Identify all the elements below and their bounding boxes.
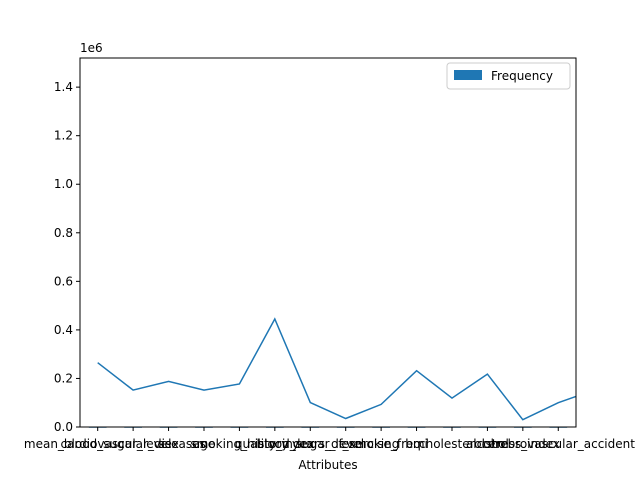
x-axis: mean_blood_sugar_levelcardiovascular_dis… <box>24 427 635 451</box>
y-tick-label: 0.2 <box>54 371 73 385</box>
y-tick-label: 0.8 <box>54 226 73 240</box>
y-tick-label: 0.4 <box>54 323 73 337</box>
x-tick-label: age <box>193 437 215 451</box>
legend-box <box>446 62 571 90</box>
axes-frame <box>79 57 577 428</box>
x-tick-label: cardiovascular_diseases <box>60 437 205 451</box>
x-tick-label: exercise_freq <box>341 437 420 451</box>
x-axis-label: Attributes <box>298 458 357 472</box>
y-tick-label: 1.2 <box>54 129 73 143</box>
y-tick-label: 0.0 <box>54 420 73 434</box>
y-tick-label: 1.4 <box>54 80 73 94</box>
legend: Frequency <box>446 62 571 90</box>
x-tick-label: smoking_history <box>190 437 288 451</box>
y-tick-label: 0.6 <box>54 274 73 288</box>
x-tick-label: alcohol <box>466 437 509 451</box>
y-axis: 0.0 0.2 0.4 0.6 0.8 1.0 1.2 1.4 <box>54 80 80 434</box>
x-tick-label: quality_index <box>235 437 315 451</box>
y-tick-label: 1.0 <box>54 177 73 191</box>
x-tick-label: years_of_smoking <box>292 437 399 451</box>
x-tick-label: stress_index <box>486 437 560 451</box>
x-tick-label: mean_blood_sugar_level <box>24 437 172 451</box>
legend-swatch-frequency <box>454 70 482 80</box>
x-tick-label: blood_sugar_level <box>256 437 364 451</box>
x-tick-label: cerebrovascular_accident <box>482 437 636 451</box>
legend-label-frequency: Frequency <box>491 69 553 83</box>
x-tick-label: bmi <box>405 437 428 451</box>
x-tick-label: cholesterol <box>419 437 485 451</box>
y-offset-label: 1e6 <box>80 41 103 55</box>
line-series <box>97 317 577 421</box>
x-tick-label: sex <box>158 437 179 451</box>
